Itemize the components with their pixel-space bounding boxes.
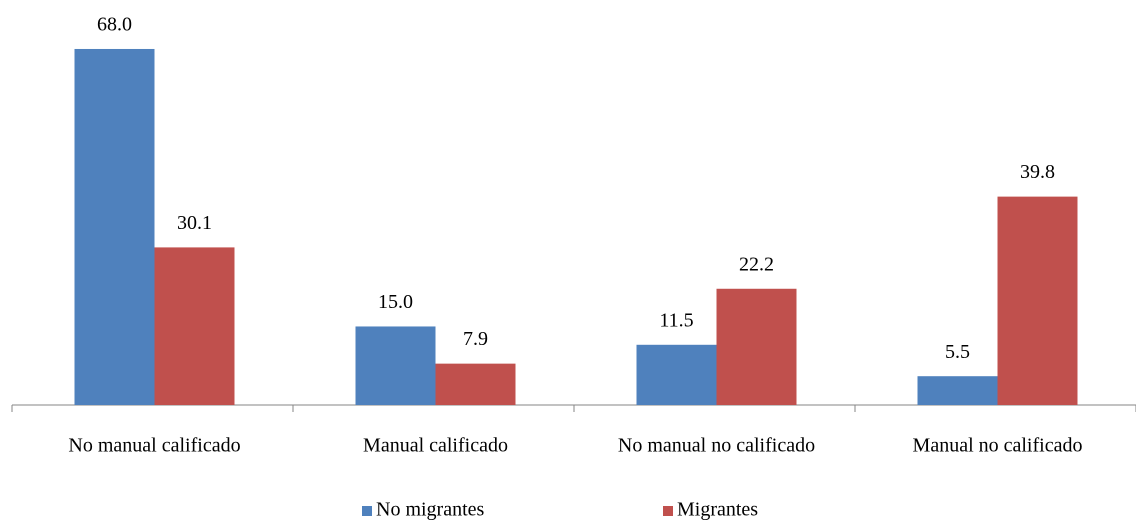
bar — [917, 376, 998, 405]
value-label: 39.8 — [1020, 161, 1055, 183]
x-tick-label: No manual calificado — [68, 435, 240, 457]
legend-label: Migrantes — [677, 499, 758, 521]
bar — [355, 326, 436, 405]
bar — [636, 344, 717, 405]
legend-label: No migrantes — [376, 499, 485, 521]
value-label: 68.0 — [97, 14, 132, 36]
value-label: 22.2 — [739, 253, 774, 275]
value-label: 11.5 — [659, 309, 693, 331]
legend-swatch — [663, 506, 673, 516]
value-label: 7.9 — [463, 328, 488, 350]
legend-swatch — [362, 506, 372, 516]
value-label: 15.0 — [378, 291, 413, 313]
value-label: 30.1 — [177, 212, 212, 234]
bar — [716, 288, 797, 405]
x-tick-label: Manual calificado — [363, 435, 508, 457]
value-label: 5.5 — [945, 341, 970, 363]
bar — [154, 247, 235, 405]
x-tick-label: No manual no calificado — [618, 435, 815, 457]
bar — [997, 196, 1078, 405]
bar — [74, 48, 155, 405]
bar — [435, 363, 516, 405]
x-tick-label: Manual no calificado — [913, 435, 1083, 457]
